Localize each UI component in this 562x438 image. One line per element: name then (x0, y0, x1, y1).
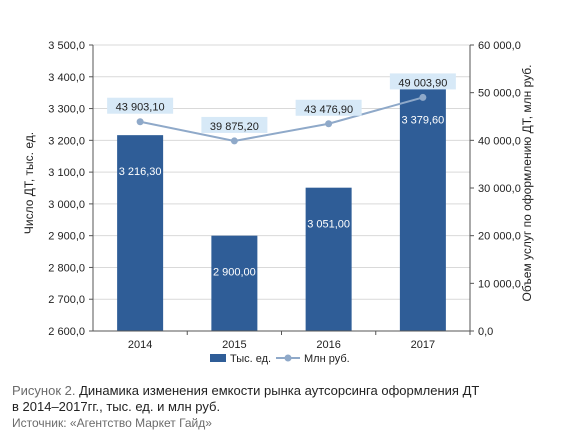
combo-chart: 2 600,0 2 700,0 2 800,0 2 900,0 3 000,0 3 100… (22, 40, 534, 365)
line-label-bg (389, 73, 456, 90)
y-tick-label: 2 600,0 (48, 326, 85, 338)
legend: Тыс. ед. Млн руб. (210, 353, 350, 365)
y-tick-label: 3 100,0 (48, 167, 85, 179)
y-tick-label: 2 700,0 (48, 294, 85, 306)
y-tick-label: 2 900,0 (48, 231, 85, 243)
bar-data-label: 3 216,30 (119, 166, 162, 178)
y-tick-label: 3 500,0 (48, 40, 85, 52)
y-tick-label: 3 300,0 (48, 104, 85, 116)
bar-series (117, 83, 446, 332)
y2-tick-label: 60 000,0 (478, 40, 521, 52)
x-tick-label: 2016 (316, 339, 340, 351)
bar (305, 187, 352, 331)
bar (211, 235, 258, 331)
y2-tick-label: 50 000,0 (478, 88, 521, 100)
legend-line-marker (284, 354, 292, 362)
y-tick-label: 3 200,0 (48, 135, 85, 147)
legend-bar-swatch (210, 354, 226, 362)
line-label-bg (295, 99, 362, 116)
x-tick-label: 2014 (128, 339, 152, 351)
figure-number: Рисунок 2. (12, 383, 76, 398)
caption-text-line1: Динамика изменения емкости рынка аутсорс… (79, 383, 480, 398)
bar (117, 135, 164, 331)
line-label-bg (201, 116, 268, 133)
line-point (419, 93, 427, 101)
y2-tick-label: 30 000,0 (478, 183, 521, 195)
line-data-label: 43 903,10 (116, 102, 165, 114)
y-tick-label: 3 000,0 (48, 199, 85, 211)
axes: 2 600,0 2 700,0 2 800,0 2 900,0 3 000,0 3 100… (48, 40, 521, 351)
legend-line-label: Млн руб. (304, 353, 350, 365)
y-tick-label: 2 800,0 (48, 262, 85, 274)
y-axis-label: Число ДТ, тыс. ед. (22, 132, 36, 234)
line-point (325, 120, 333, 128)
line-data-label: 39 875,20 (210, 121, 259, 133)
line-label-bg (107, 97, 174, 114)
y2-tick-label: 10 000,0 (478, 278, 521, 290)
caption-text-line2: в 2014–2017гг., тыс. ед. и млн руб. (12, 399, 221, 414)
y2-tick-label: 20 000,0 (478, 231, 521, 243)
line-point (230, 137, 238, 145)
bar-data-label: 3 379,60 (401, 114, 444, 126)
line-data-label: 49 003,90 (398, 77, 447, 89)
caption-source: Источник: «Агентство Маркет Гайд» (12, 416, 212, 430)
bar-data-label: 2 900,00 (213, 267, 256, 279)
y-tick-label: 3 400,0 (48, 72, 85, 84)
line-path (139, 96, 424, 142)
figure-caption: Рисунок 2. Динамика изменения емкости ры… (12, 383, 552, 431)
legend-bar-label: Тыс. ед. (230, 353, 271, 365)
line-data-label: 43 476,90 (304, 104, 353, 116)
x-tick-label: 2015 (222, 339, 246, 351)
bar (399, 83, 446, 332)
data-labels: 3 216,30 2 900,00 3 051,00 3 379,60 43 903,1… (107, 73, 456, 279)
y2-tick-label: 40 000,0 (478, 135, 521, 147)
bar-data-label: 3 051,00 (307, 219, 350, 231)
y2-axis-label: Объем услуг по оформлению ДТ, млн руб. (520, 64, 534, 301)
y2-tick-label: 0,0 (478, 326, 493, 338)
line-point (136, 118, 144, 126)
x-tick-label: 2017 (411, 339, 435, 351)
line-series (136, 93, 427, 145)
